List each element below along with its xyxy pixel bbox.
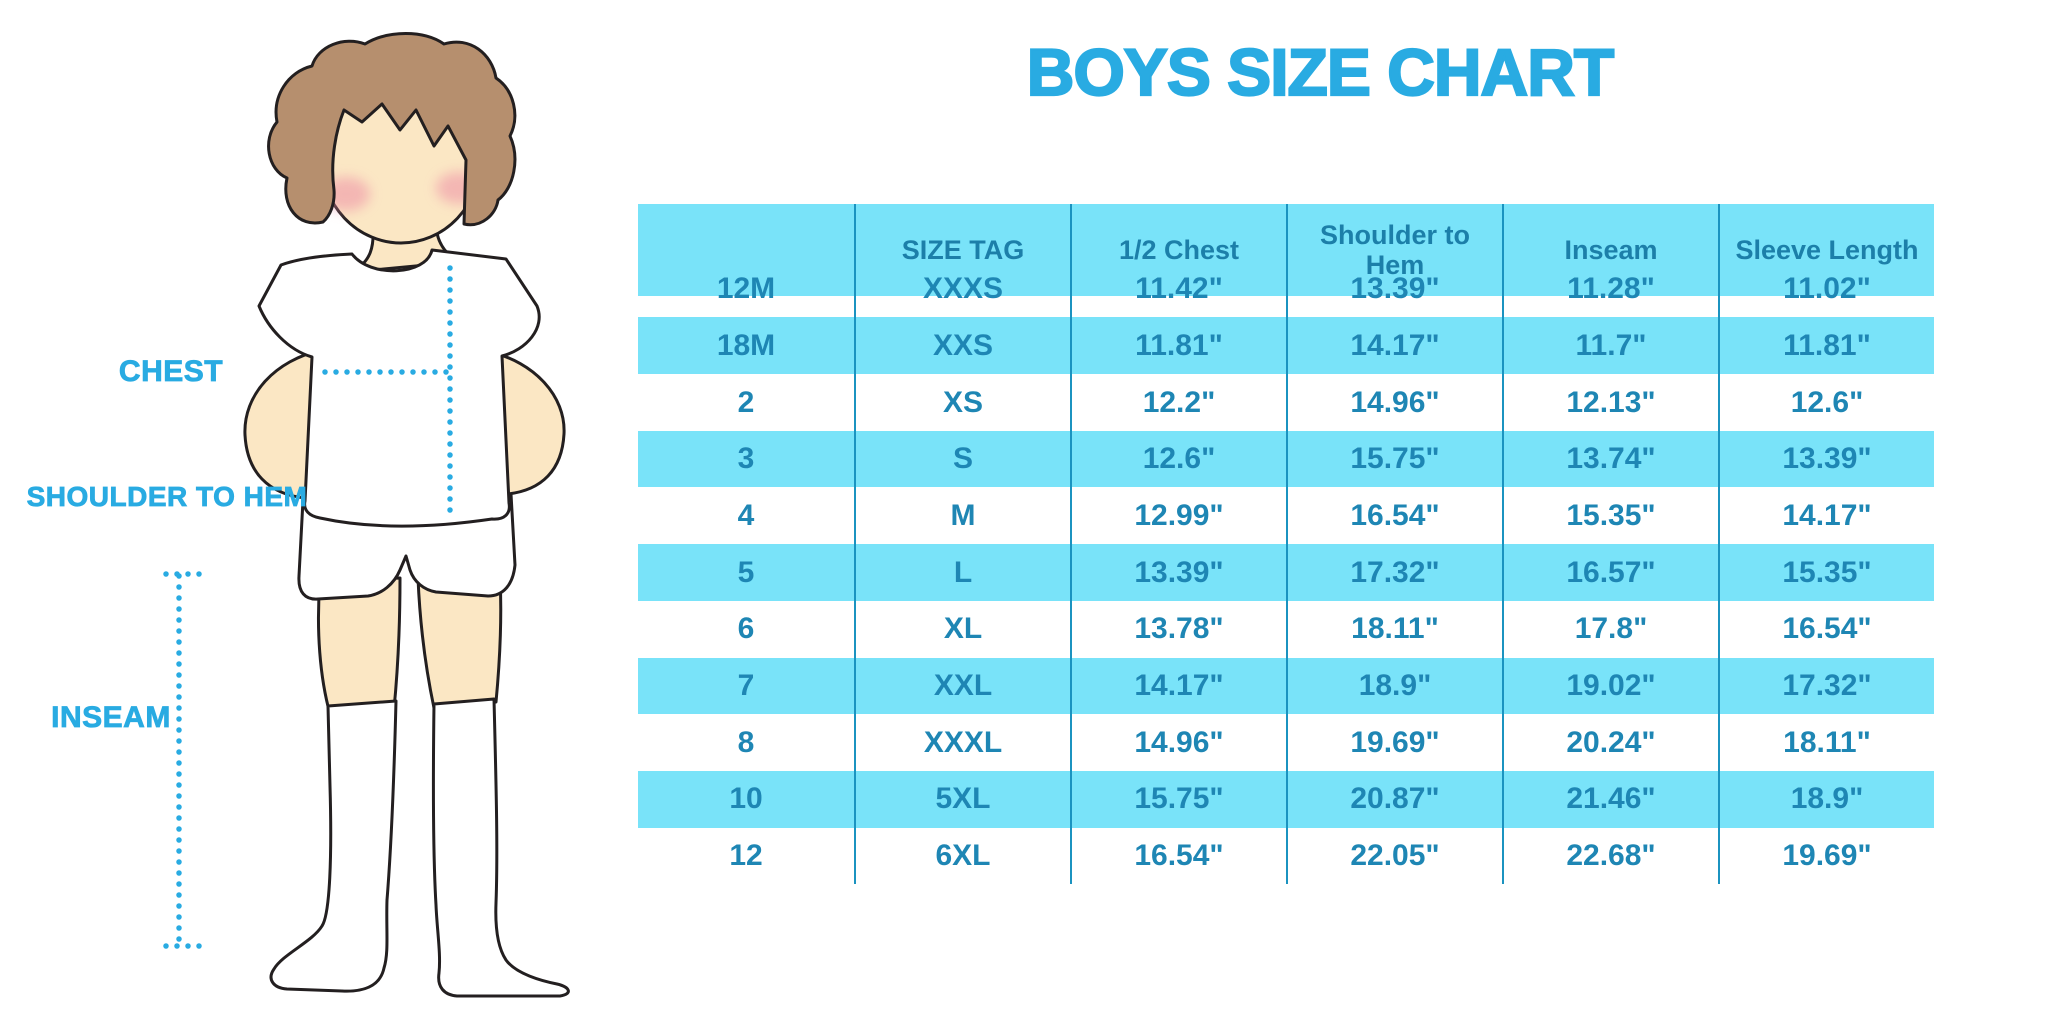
table-cell: 15.35" [1502,487,1718,545]
row-label-cell: 6 [737,612,755,646]
size-chart-table: SIZE TAG 1/2 Chest Shoulder to Hem Inseam Sl… [638,204,1934,885]
column-header: Inseam [1502,204,1718,296]
table-cell: 21.46" [1502,770,1718,828]
row-label-cell: 3 [638,430,854,488]
table-cell: XL [854,600,1070,658]
table-cell: 11.28" [1502,260,1718,318]
table-cell: 16.54" [1286,487,1502,545]
table-cell: XXXS [854,260,1070,318]
table-cell: 22.05" [1286,827,1502,885]
column-header [638,204,854,296]
table-cell: 14.17" [1070,657,1286,715]
column-header: Sleeve Length [1718,204,1934,296]
boy-right-knee [416,574,503,710]
boy-tshirt [257,248,541,528]
table-cell: 19.69" [1718,827,1934,885]
table-cell: M [854,487,1070,545]
table-cell: 20.87" [1286,770,1502,828]
table-cell: 12.2" [1070,374,1286,431]
table-cell: 13.39" [1286,260,1502,318]
table-cell: 17.8" [1502,600,1718,658]
table-cell: 6XL [854,827,1070,885]
table-cell: 12.99" [1070,487,1286,545]
table-cell: 12.6" [1718,374,1934,431]
table-cell: 18.9" [1718,770,1934,828]
column-header: 1/2 Chest [1070,204,1286,296]
table-cell: 17.32" [1718,657,1934,715]
table-cell: 16.57" [1502,544,1718,601]
table-cell: 19.02" [1502,657,1718,715]
boy-hair [267,32,517,227]
shoulder-to-hem-label: SHOULDER TO HEM [26,481,308,513]
row-label-cell: 10 [638,770,854,828]
table-cell: 22.68" [1502,827,1718,885]
table-cell: 11.81" [1718,317,1934,375]
table-cell: 11.02" [1718,260,1934,318]
table-cell: XXL [854,657,1070,715]
row-label-cell: 4 [737,498,755,532]
inseam-label: INSEAM [51,701,171,735]
table-cell: L [854,544,1070,601]
row-label-cell: 12 [729,839,763,873]
table-cell: XXS [854,317,1070,375]
chest-label: CHEST [118,355,224,389]
table-cell: 13.78" [1070,600,1286,658]
table-cell: 20.24" [1502,714,1718,771]
table-cell: 15.75" [1070,770,1286,828]
table-cell: 12.6" [1070,430,1286,488]
page-title: BOYS SIZE CHART [1026,34,1616,110]
column-header: Shoulder to Hem [1286,204,1502,296]
table-cell: 11.42" [1070,260,1286,318]
boy-right-sock [431,697,570,998]
table-cell: S [854,430,1070,488]
table-cell: 15.35" [1718,544,1934,601]
row-label-cell: 2 [737,385,755,419]
row-label-cell: 7 [638,657,854,715]
row-label-cell: 5 [638,544,854,601]
boy-left-sock [269,699,398,993]
table-cell: 13.39" [1718,430,1934,488]
table-cell: 13.39" [1070,544,1286,601]
table-cell: 18.11" [1718,714,1934,771]
row-label-cell: 18M [638,317,854,375]
table-cell: XS [854,374,1070,431]
table-cell: 13.74" [1502,430,1718,488]
table-cell: 14.17" [1286,317,1502,375]
row-label-cell: 8 [737,725,755,759]
table-cell: 14.96" [1070,714,1286,771]
table-cell: 15.75" [1286,430,1502,488]
table-cell: 14.96" [1286,374,1502,431]
table-cell: 12.13" [1502,374,1718,431]
table-cell: 11.7" [1502,317,1718,375]
table-cell: 11.81" [1070,317,1286,375]
table-cell: 19.69" [1286,714,1502,771]
boy-illustration [163,32,570,998]
row-label-cell: 12M [716,272,776,306]
table-cell: 16.54" [1718,600,1934,658]
table-cell: 14.17" [1718,487,1934,545]
table-cell: XXXL [854,714,1070,771]
table-cell: 18.9" [1286,657,1502,715]
table-cell: 5XL [854,770,1070,828]
table-cell: 18.11" [1286,600,1502,658]
table-cell: 16.54" [1070,827,1286,885]
column-header: SIZE TAG [854,204,1070,296]
table-cell: 17.32" [1286,544,1502,601]
